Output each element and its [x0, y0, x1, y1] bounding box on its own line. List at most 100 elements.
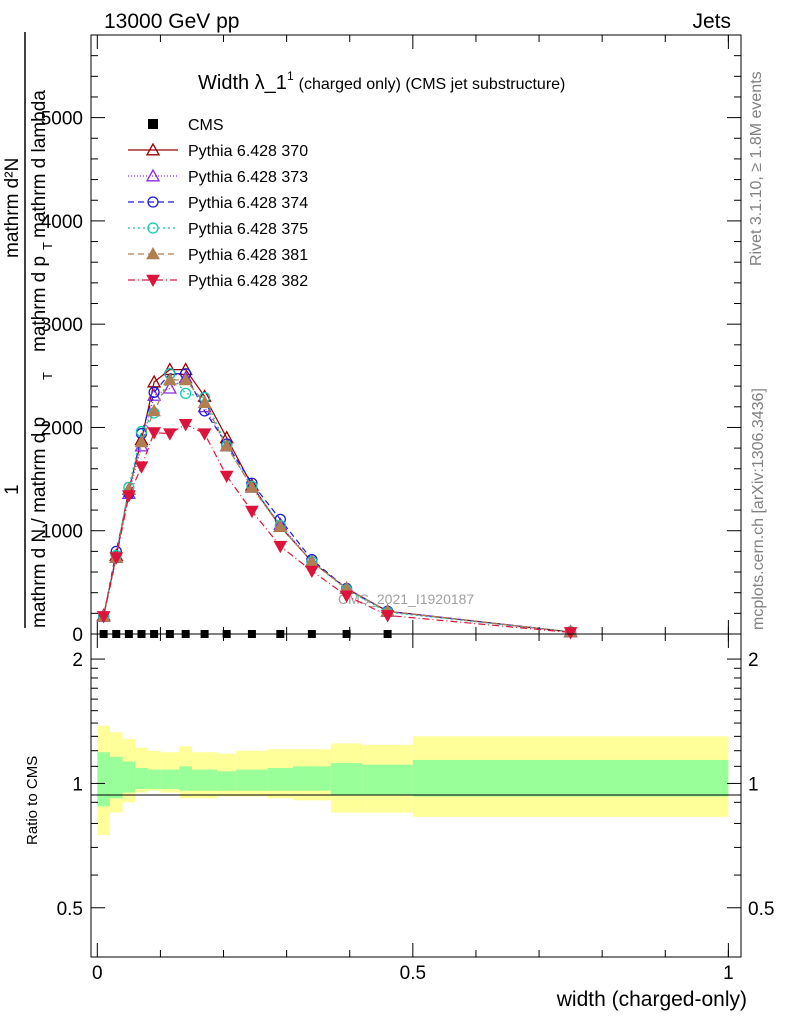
- x-tick-label: 1: [723, 963, 734, 984]
- x-tick-label: 0.5: [400, 963, 426, 984]
- mcplots-label: mcplots.cern.ch [arXiv:1306.3436]: [750, 388, 767, 630]
- ylabel-denominator: mathrm d N / mathrm d p: [29, 417, 50, 628]
- series-point: [219, 470, 234, 484]
- series-point: [162, 380, 177, 394]
- ratio-green-band: [122, 761, 136, 793]
- legend-entry: CMS: [148, 117, 224, 134]
- series-point: [180, 387, 192, 400]
- ratio-plot-frame: [90, 633, 742, 958]
- series-point: [147, 403, 161, 417]
- main-y-label: 1 mathrm d N / mathrm d p T mathrm d²N m…: [2, 32, 55, 628]
- ratio-bands: [97, 725, 729, 836]
- legend-label: Pythia 6.428 381: [188, 247, 308, 264]
- ratio-green-band: [135, 767, 148, 789]
- series-point: [197, 395, 212, 408]
- series-layer: [96, 362, 578, 640]
- series-point: [109, 552, 124, 565]
- ratio-green-band: [179, 766, 192, 791]
- legend-label: Pythia 6.428 382: [188, 273, 308, 290]
- legend-entry: Pythia 6.428 374: [128, 195, 308, 212]
- series-point: [245, 505, 259, 519]
- ratio-green-band: [330, 763, 363, 795]
- ratio-green-band: [236, 769, 268, 791]
- ratio-y-tick-label-right: 0.5: [748, 899, 774, 920]
- legend-marker: [148, 119, 158, 129]
- rivet-label: Rivet 3.1.10, ≥ 1.8M events: [748, 71, 765, 266]
- header-left: 13000 GeV pp: [104, 10, 239, 33]
- legend-marker: [145, 142, 161, 156]
- series-point: [163, 428, 177, 441]
- main-y-tick-label: 0: [72, 625, 83, 646]
- legend-marker: [146, 246, 160, 260]
- legend-marker: [145, 168, 161, 182]
- legend-marker: [147, 196, 159, 208]
- ratio-green-band: [160, 769, 180, 789]
- series-5: [96, 419, 578, 640]
- series-point: [122, 490, 136, 503]
- ratio-green-band: [147, 769, 161, 789]
- main-y-tick-label: 1000: [41, 522, 83, 543]
- ratio-y-tick-label-right: 2: [748, 650, 759, 671]
- main-y-tick-label: 3000: [41, 315, 83, 336]
- watermark: CMS_2021_I1920187: [338, 591, 474, 607]
- series-point: [380, 610, 395, 623]
- series-line: [103, 423, 571, 634]
- series-point: [178, 372, 193, 386]
- series-point: [134, 434, 149, 448]
- legend-label: Pythia 6.428 375: [188, 221, 308, 238]
- header-right: Jets: [692, 10, 731, 33]
- ratio-green-band: [267, 767, 293, 791]
- series-point: [273, 540, 288, 554]
- title-sup: 1: [287, 69, 294, 83]
- ratio-y-tick-label-right: 1: [748, 774, 759, 795]
- series-point: [163, 372, 177, 386]
- legend-entry: Pythia 6.428 382: [128, 273, 308, 290]
- legend-entry: Pythia 6.428 373: [128, 168, 308, 186]
- ratio-green-band: [191, 769, 218, 791]
- series-point: [197, 428, 212, 441]
- ylabel-numerator-3: mathrm d lambda: [29, 90, 50, 238]
- ylabel-numerator-2: mathrm d p: [29, 256, 50, 352]
- title-rest: (charged only) (CMS jet substructure): [299, 76, 566, 93]
- legend-marker: [147, 222, 159, 234]
- series-point: [563, 627, 578, 640]
- legend-label: Pythia 6.428 370: [188, 143, 308, 160]
- legend-entry: Pythia 6.428 381: [128, 246, 308, 264]
- series-point: [147, 388, 162, 401]
- main-y-tick-label: 2000: [41, 418, 83, 439]
- ratio-green-band: [109, 756, 123, 799]
- ylabel-one: 1: [2, 484, 23, 495]
- series-point: [273, 519, 288, 532]
- series-point: [134, 461, 149, 474]
- legend-label: CMS: [188, 117, 224, 134]
- legend-entry: Pythia 6.428 370: [128, 142, 308, 160]
- ratio-green-band: [412, 759, 729, 797]
- main-y-tick-label: 5000: [41, 109, 83, 130]
- ratio-y-tick-label: 0.5: [57, 899, 83, 920]
- series-point: [178, 419, 193, 432]
- ratio-green-band: [97, 752, 110, 807]
- ratio-green-band: [292, 766, 331, 791]
- ratio-green-band: [362, 764, 413, 795]
- series-point: [96, 611, 111, 624]
- x-tick-label: 0: [92, 963, 103, 984]
- x-axis-label: width (charged-only): [556, 988, 747, 1011]
- ylabel-denominator-sub: T: [40, 372, 55, 380]
- legend-label: Pythia 6.428 374: [188, 195, 308, 212]
- series-point: [305, 565, 319, 579]
- title-main: Width λ_1: [198, 72, 287, 94]
- legend-marker: [146, 274, 160, 288]
- series-point: [147, 427, 161, 440]
- legend-entry: Pythia 6.428 375: [128, 221, 308, 238]
- ratio-y-label: Ratio to CMS: [24, 756, 41, 845]
- ylabel-numerator: mathrm d²N: [2, 158, 23, 258]
- series-point: [148, 386, 160, 398]
- legend-label: Pythia 6.428 373: [188, 169, 308, 186]
- main-y-tick-label: 4000: [41, 212, 83, 233]
- series-point: [245, 480, 259, 493]
- series-point: [339, 590, 354, 603]
- ratio-axis-ticks: 0.5 0.5 1 1 2 2 0 0.5 1: [57, 634, 774, 984]
- main-axis-ticks: 0 1000 2000 3000 4000 5000: [41, 35, 741, 646]
- chart-title: Width λ_11 (charged only) (CMS jet substr…: [198, 69, 565, 94]
